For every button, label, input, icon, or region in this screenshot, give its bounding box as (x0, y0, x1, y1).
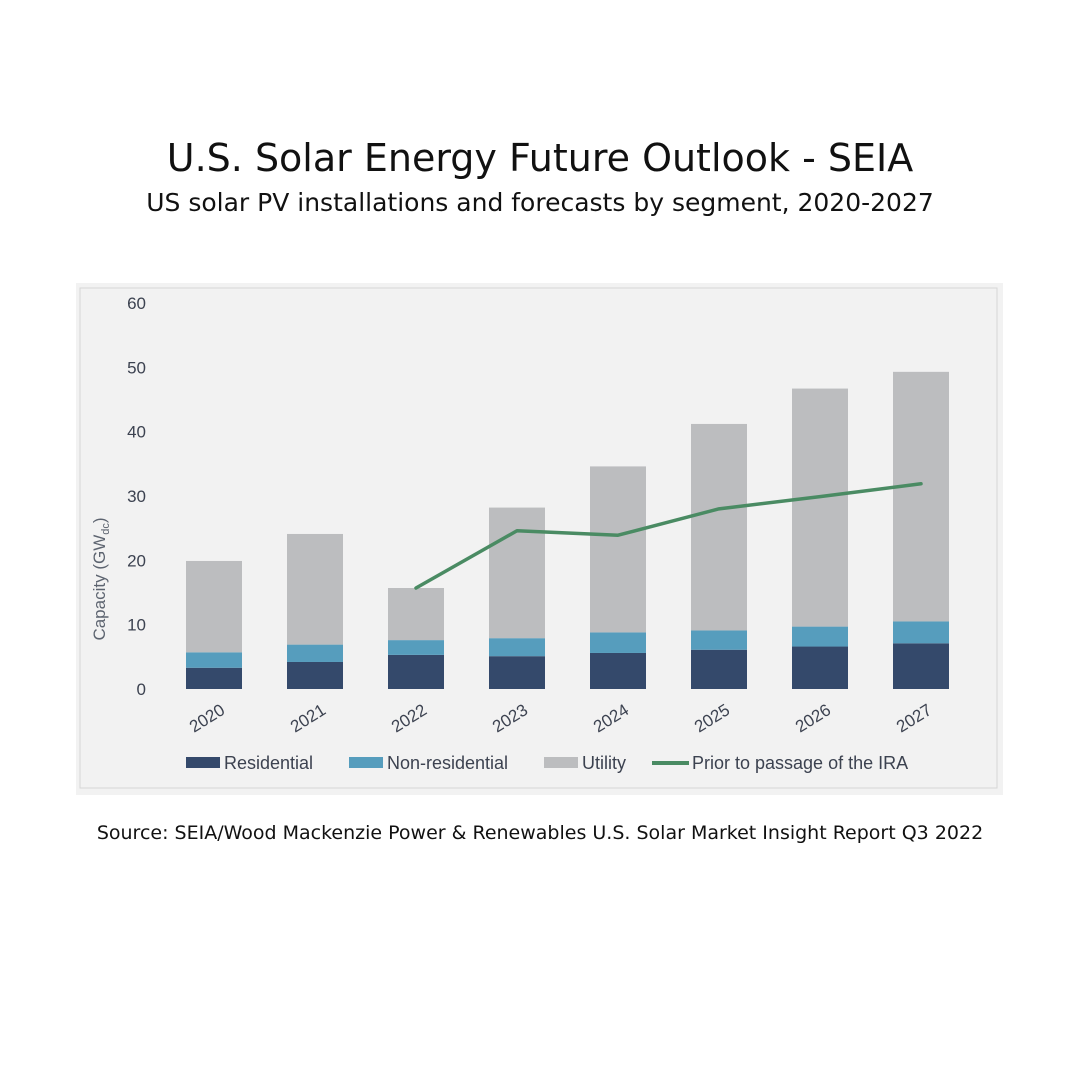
bar-residential-2021 (287, 661, 343, 689)
page-subtitle: US solar PV installations and forecasts … (146, 188, 934, 217)
bar-utility-2023 (489, 507, 545, 639)
stacked-bar-chart: 0 10 20 30 40 50 60 Capacity (GWdc) 2020 2021 20… (79, 287, 998, 789)
bar-non-residential-2023 (489, 638, 545, 657)
y-axis-label-text: Capacity (GW (90, 535, 109, 641)
legend-label-prior-to-passage-of-the-ira: Prior to passage of the IRA (692, 753, 908, 773)
y-tick-label: 60 (127, 294, 146, 313)
bar-non-residential-2025 (691, 630, 747, 650)
bar-utility-2025 (691, 423, 747, 631)
y-axis-label-subscript: dc (100, 523, 112, 535)
bar-utility-2024 (590, 466, 646, 633)
x-tick-label: 2027 (893, 700, 935, 736)
bar-residential-2025 (691, 649, 747, 689)
bar-non-residential-2027 (893, 621, 949, 644)
y-axis-label-close: ) (90, 517, 109, 523)
y-tick-label: 40 (127, 423, 146, 442)
chart-panel: 0 10 20 30 40 50 60 Capacity (GWdc) 2020 2021 20… (76, 283, 1003, 795)
bar-non-residential-2020 (186, 652, 242, 668)
legend-swatch-non-residential (349, 757, 383, 768)
bar-residential-2026 (792, 646, 848, 689)
x-tick-label: 2022 (388, 700, 430, 736)
page-title: U.S. Solar Energy Future Outlook - SEIA (166, 136, 914, 180)
bar-non-residential-2022 (388, 640, 444, 655)
y-tick-label: 50 (127, 358, 146, 377)
x-tick-label: 2026 (792, 700, 834, 736)
bar-utility-2021 (287, 533, 343, 645)
bar-non-residential-2021 (287, 644, 343, 662)
x-tick-label: 2021 (287, 700, 329, 736)
y-tick-label: 0 (137, 680, 146, 699)
y-tick-label: 10 (127, 616, 146, 635)
bar-utility-2020 (186, 560, 242, 653)
bar-non-residential-2026 (792, 626, 848, 647)
legend-label-residential: Residential (224, 753, 313, 773)
bar-residential-2022 (388, 654, 444, 689)
y-axis-label: Capacity (GWdc) (90, 517, 112, 640)
legend-label-utility: Utility (582, 753, 626, 773)
bar-utility-2026 (792, 388, 848, 627)
bar-residential-2027 (893, 643, 949, 689)
legend-label-non-residential: Non-residential (387, 753, 508, 773)
legend-swatch-utility (544, 757, 578, 768)
bar-residential-2023 (489, 656, 545, 689)
plot-frame (79, 287, 998, 789)
bar-non-residential-2024 (590, 632, 646, 653)
y-tick-label: 30 (127, 487, 146, 506)
bar-residential-2020 (186, 667, 242, 689)
legend-swatch-residential (186, 757, 220, 768)
x-tick-label: 2025 (691, 700, 733, 736)
x-tick-label: 2024 (590, 700, 632, 736)
bar-utility-2022 (388, 587, 444, 641)
line-prior-to-ira (414, 482, 923, 590)
x-tick-label: 2020 (186, 700, 228, 736)
y-tick-label: 20 (127, 551, 146, 570)
source-note: Source: SEIA/Wood Mackenzie Power & Rene… (96, 822, 984, 844)
bar-utility-2027 (893, 371, 949, 622)
bar-residential-2024 (590, 652, 646, 689)
x-tick-label: 2023 (489, 700, 531, 736)
